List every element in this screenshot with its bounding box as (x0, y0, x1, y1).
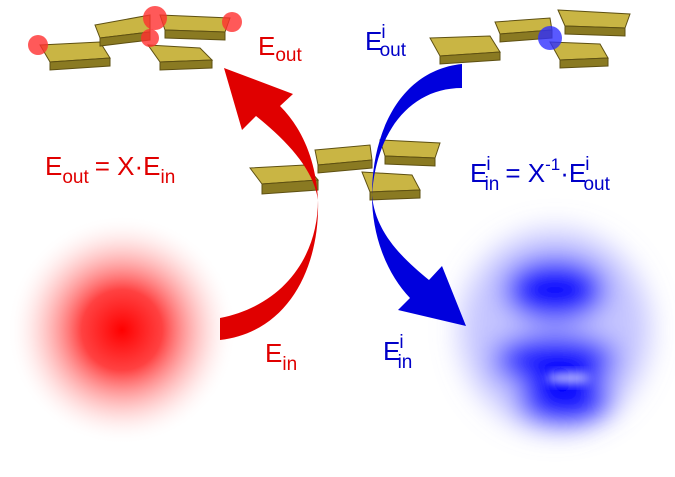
label-part: E (265, 338, 282, 368)
metasurface-center (249, 139, 441, 201)
label-part: i (399, 332, 403, 353)
label-part: out (275, 45, 302, 66)
label-part: -1 (545, 155, 560, 174)
red-beam (7, 215, 237, 445)
label-part: out (380, 40, 407, 61)
label-part: E (365, 26, 382, 56)
label-part: in (398, 352, 413, 373)
label-part: i (486, 154, 490, 175)
label-part: E (45, 151, 62, 181)
label-part: ·E (560, 158, 586, 188)
label-part: out (62, 167, 89, 188)
label-e-i-in: Ei in (383, 332, 412, 373)
label-part: = X·E (95, 151, 161, 181)
label-part: E (383, 336, 400, 366)
label-part: out (583, 174, 610, 195)
forward-arrow (220, 68, 319, 340)
label-part: i (381, 22, 385, 43)
equation-inverse: Ei in = X-1·Ei out (470, 154, 611, 195)
metasurface-right (429, 9, 631, 69)
label-part: E (258, 31, 275, 61)
label-e-out: Eout (258, 31, 302, 66)
label-part: E (470, 158, 487, 188)
equation-forward: Eout = X·Ein (45, 151, 175, 188)
label-part: in (282, 354, 297, 375)
label-part: in (485, 174, 500, 195)
label-part: i (585, 154, 589, 175)
label-part: in (161, 167, 176, 188)
label-e-in: Ein (265, 338, 297, 375)
metasurface-left (28, 6, 242, 71)
blue-beam (460, 230, 650, 430)
label-part: = X (505, 158, 545, 188)
inverse-arrow (372, 64, 466, 326)
label-e-i-out: Ei out (365, 22, 407, 61)
beam-highlight (546, 372, 590, 384)
